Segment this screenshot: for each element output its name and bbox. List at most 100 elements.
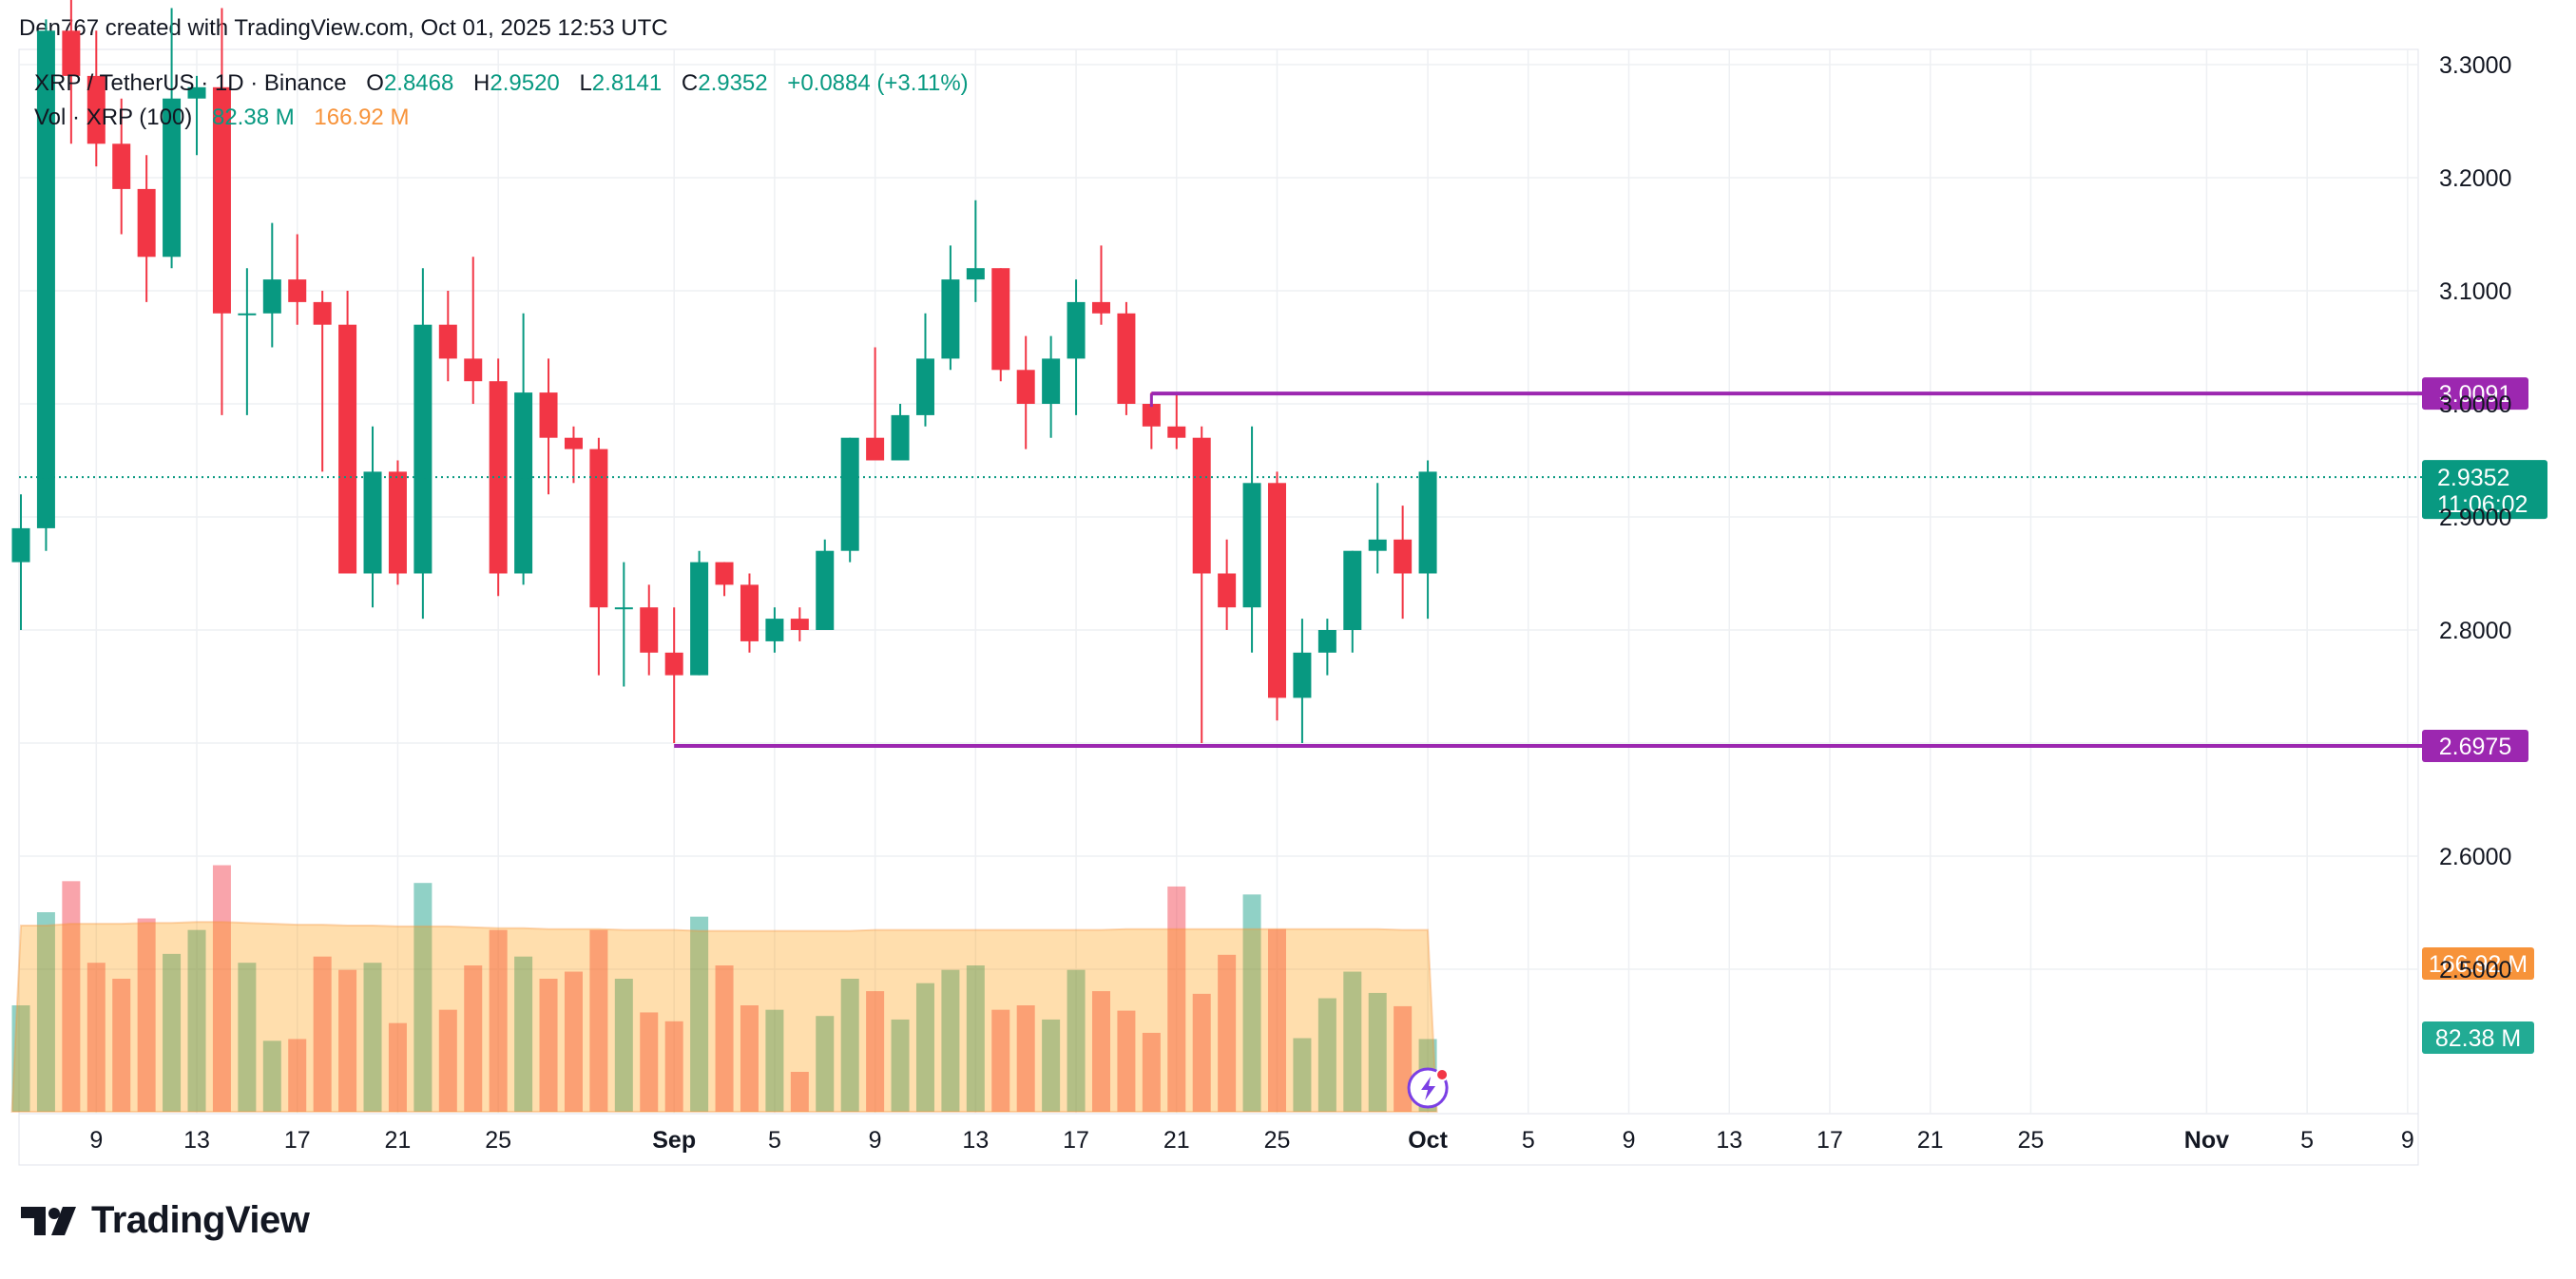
volume-bar bbox=[1142, 1032, 1161, 1112]
candle-body bbox=[288, 279, 307, 302]
volume-bar bbox=[539, 979, 558, 1112]
volume-bar bbox=[1317, 998, 1336, 1112]
candle-body bbox=[1167, 426, 1186, 438]
x-tick-label: 21 bbox=[385, 1127, 412, 1154]
y-tick-label: 2.9000 bbox=[2439, 505, 2511, 531]
volume-bar bbox=[1192, 993, 1211, 1112]
x-tick-label: 9 bbox=[89, 1127, 103, 1154]
x-tick-label: 5 bbox=[768, 1127, 781, 1154]
volume-bar bbox=[640, 1012, 659, 1112]
candle-body bbox=[11, 527, 30, 563]
candle-body bbox=[1117, 313, 1136, 404]
volume-bar bbox=[790, 1072, 809, 1112]
low-label: L bbox=[579, 70, 592, 96]
candle-body bbox=[765, 619, 784, 641]
x-tick-label: 13 bbox=[183, 1127, 210, 1154]
price-level-badge-text: 2.6975 bbox=[2439, 734, 2511, 760]
volume-bar bbox=[1268, 928, 1286, 1112]
volume-bar bbox=[438, 1009, 457, 1112]
lightning-icon bbox=[1407, 1067, 1450, 1109]
volume-value: 82.38 M bbox=[211, 105, 295, 130]
candle-body bbox=[915, 358, 934, 415]
candle-body bbox=[413, 324, 433, 574]
volume-bar bbox=[891, 1019, 910, 1112]
candle-body bbox=[589, 449, 608, 608]
volume-bar bbox=[464, 965, 483, 1112]
candle-body bbox=[187, 86, 206, 99]
volume-bar bbox=[1042, 1019, 1061, 1112]
candle-body bbox=[1394, 539, 1413, 574]
volume-bar bbox=[1091, 991, 1110, 1112]
open-label: O bbox=[366, 70, 384, 96]
axes: 2.5000 2.6000 2.8000 2.9000 3.0000 3.1000 3.20… bbox=[89, 52, 2511, 1154]
volume-bar bbox=[62, 881, 81, 1112]
volume-bar bbox=[1293, 1038, 1312, 1112]
volume-bar bbox=[1368, 992, 1387, 1112]
volume-badge bbox=[2422, 947, 2534, 980]
candle-body bbox=[564, 437, 583, 449]
candle-body bbox=[1067, 301, 1086, 359]
candle-body bbox=[87, 75, 106, 144]
x-tick-label: 5 bbox=[1522, 1127, 1535, 1154]
countdown-text: 11:06:02 bbox=[2437, 491, 2528, 518]
x-tick-label: 25 bbox=[2017, 1127, 2044, 1154]
price-level-badge bbox=[2422, 729, 2528, 762]
candle-body bbox=[464, 358, 483, 382]
y-tick-label: 2.5000 bbox=[2439, 957, 2511, 983]
x-tick-label: 9 bbox=[1623, 1127, 1636, 1154]
candle-body bbox=[1317, 630, 1336, 653]
x-tick-label: 21 bbox=[1917, 1127, 1944, 1154]
candle-body bbox=[1268, 483, 1286, 698]
y-tick-label: 3.3000 bbox=[2439, 52, 2511, 79]
high-label: H bbox=[473, 70, 490, 96]
volume-badge bbox=[2422, 1021, 2534, 1054]
candle-body bbox=[866, 437, 885, 461]
last-price-badge bbox=[2422, 460, 2547, 520]
x-tick-label: 9 bbox=[2401, 1127, 2414, 1154]
high-value: 2.9520 bbox=[490, 70, 560, 96]
candle-body bbox=[137, 188, 156, 258]
volume-bar bbox=[866, 991, 885, 1112]
low-value: 2.8141 bbox=[591, 70, 663, 96]
chart-frame bbox=[18, 48, 2419, 1166]
volume-bar bbox=[614, 979, 633, 1112]
candle-body bbox=[1192, 437, 1211, 574]
x-tick-label: 13 bbox=[962, 1127, 989, 1154]
candle-body bbox=[1343, 550, 1362, 630]
candle-body bbox=[1218, 573, 1237, 608]
volume-bar bbox=[212, 865, 231, 1112]
candle-body bbox=[891, 414, 910, 461]
volume-bar bbox=[87, 963, 106, 1112]
candle-body bbox=[640, 607, 659, 653]
candle-body bbox=[262, 279, 281, 314]
candle-body bbox=[1242, 483, 1261, 608]
volume-bar bbox=[363, 963, 382, 1112]
volume-bar bbox=[163, 953, 182, 1112]
y-tick-label: 3.0000 bbox=[2439, 391, 2511, 418]
volume-bar bbox=[11, 1005, 30, 1112]
volume-bar bbox=[413, 883, 433, 1112]
tradingview-logo-icon bbox=[21, 1206, 76, 1235]
volume-row: Vol · XRP (100) 82.38 M 166.92 M bbox=[34, 101, 969, 135]
y-tick-label: 3.1000 bbox=[2439, 278, 2511, 305]
volume-bar bbox=[915, 983, 934, 1112]
x-tick-label: 5 bbox=[2300, 1127, 2314, 1154]
x-tick-label: 13 bbox=[1716, 1127, 1742, 1154]
volume-bar bbox=[1067, 969, 1086, 1112]
tradingview-logo[interactable]: TradingView bbox=[21, 1199, 310, 1242]
change-value: +0.0884 (+3.11%) bbox=[787, 70, 969, 96]
candle-body bbox=[941, 279, 960, 359]
candle-body bbox=[112, 143, 131, 189]
volume-bar bbox=[740, 1005, 759, 1112]
ohlc-row: XRP / TetherUS · 1D · Binance O2.8468 H2… bbox=[34, 67, 969, 101]
volume-label[interactable]: Vol · XRP (100) bbox=[34, 105, 193, 130]
lightning-icon-dot bbox=[1435, 1068, 1450, 1081]
x-tick-label: 25 bbox=[1264, 1127, 1291, 1154]
symbol-label[interactable]: XRP / TetherUS · 1D · Binance bbox=[34, 70, 347, 96]
volume-bar bbox=[564, 971, 583, 1112]
y-tick-label: 2.8000 bbox=[2439, 618, 2511, 644]
candle-body bbox=[388, 471, 407, 574]
volume-bar bbox=[715, 965, 734, 1112]
